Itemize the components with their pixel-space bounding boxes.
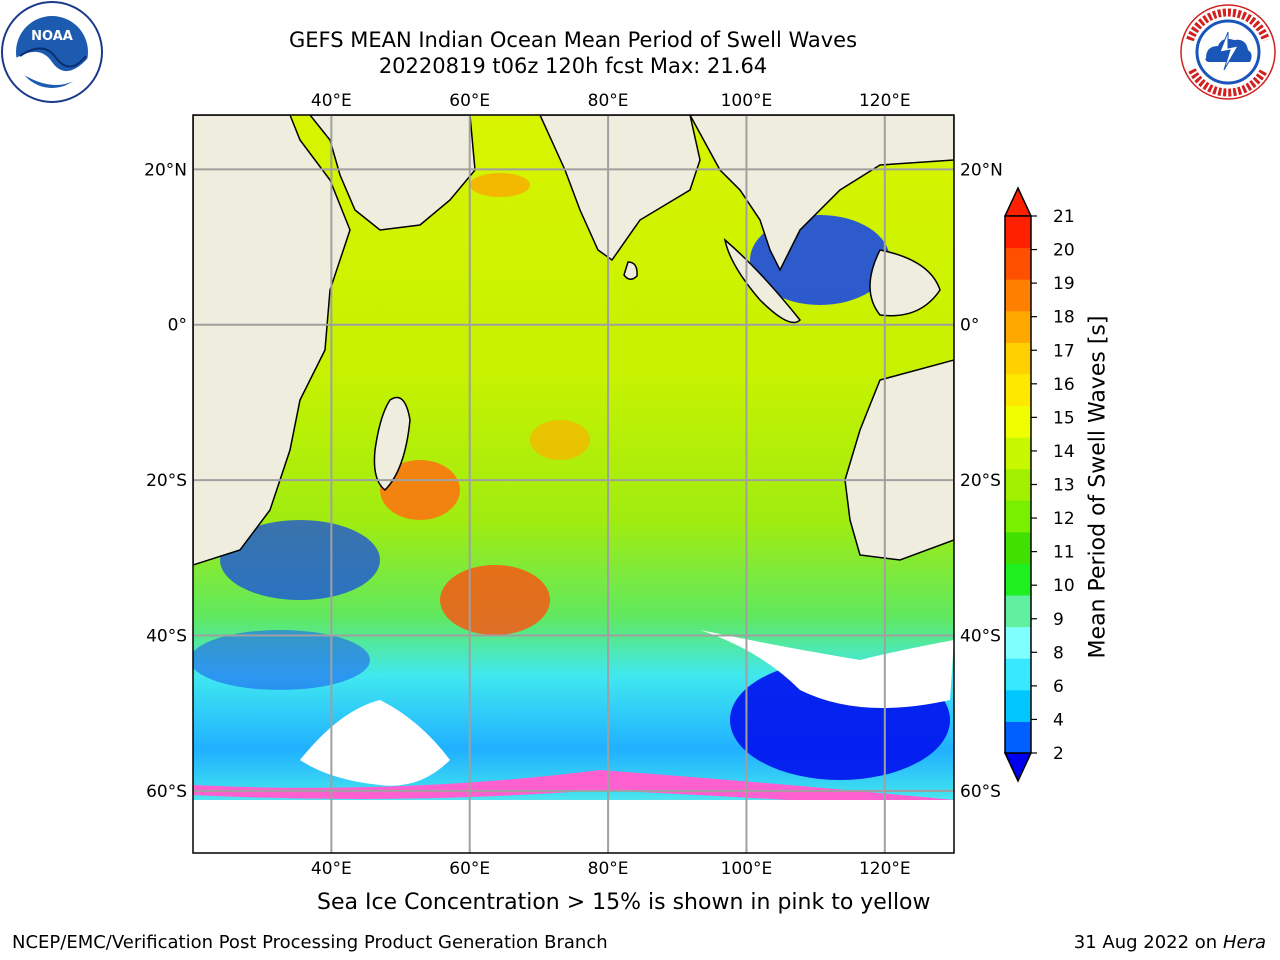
colorbar-swatch <box>1005 216 1031 249</box>
lon-tick-top: 100°E <box>721 91 773 111</box>
colorbar-tick-label: 12 <box>1053 509 1075 529</box>
lat-tick-left: 60°S <box>146 782 187 802</box>
low-period-patch <box>220 520 380 600</box>
noaa-logo: NOAA <box>1 1 103 103</box>
colorbar-tick-label: 21 <box>1053 207 1075 227</box>
high-period-patch <box>440 565 550 635</box>
colorbar-tick-label: 17 <box>1053 341 1075 361</box>
lon-tick-top: 40°E <box>311 91 352 111</box>
colorbar-swatch <box>1005 342 1031 375</box>
lon-tick-bottom: 120°E <box>859 859 911 879</box>
lon-tick-top: 80°E <box>588 91 629 111</box>
high-period-patch <box>530 420 590 460</box>
sea-ice-caption: Sea Ice Concentration > 15% is shown in … <box>317 890 931 915</box>
colorbar-swatch <box>1005 405 1031 438</box>
colorbar-title: Mean Period of Swell Waves [s] <box>1085 315 1111 659</box>
colorbar-tick-label: 4 <box>1053 710 1064 730</box>
graticule <box>193 115 954 853</box>
lon-tick-bottom: 100°E <box>721 859 773 879</box>
no-data-region <box>300 700 450 786</box>
colorbar-tick-label: 6 <box>1053 677 1064 697</box>
colorbar-swatch <box>1005 437 1031 470</box>
colorbar-tick-label: 8 <box>1053 643 1064 663</box>
footer-host: Hera <box>1222 932 1266 953</box>
antarctica-no-data <box>193 800 954 853</box>
map-title: GEFS MEAN Indian Ocean Mean Period of Sw… <box>288 28 858 52</box>
colorbar-swatch <box>1005 247 1031 280</box>
colorbar-swatch <box>1005 531 1031 564</box>
lon-tick-top: 120°E <box>859 91 911 111</box>
colorbar-swatch <box>1005 658 1031 691</box>
high-period-patch <box>380 460 460 520</box>
colorbar-swatch <box>1005 500 1031 533</box>
map-frame <box>192 114 955 854</box>
colorbar-extend-low <box>1003 752 1033 783</box>
colorbar-swatch <box>1005 595 1031 628</box>
colorbar: 2 4 6 8 9 10 11 12 13 14 15 16 17 18 19 20 21 <box>1003 186 1075 783</box>
colorbar-tick-label: 19 <box>1053 274 1075 294</box>
lon-tick-bottom: 40°E <box>311 859 352 879</box>
colorbar-swatch <box>1005 468 1031 501</box>
map-subtitle: 20220819 t06z 120h fcst Max: 21.64 <box>378 54 768 78</box>
colorbar-extend-high <box>1003 186 1033 217</box>
colorbar-tick-label: 18 <box>1053 308 1075 328</box>
colorbar-swatch <box>1005 626 1031 659</box>
footer-date: 31 Aug 2022 on Hera <box>1074 932 1266 953</box>
colorbar-tick-label: 10 <box>1053 576 1075 596</box>
colorbar-tick-label: 15 <box>1053 408 1075 428</box>
low-period-patch <box>193 630 370 690</box>
footer-credit: NCEP/EMC/Verification Post Processing Pr… <box>12 932 608 953</box>
lon-tick-bottom: 80°E <box>588 859 629 879</box>
lon-tick-bottom: 60°E <box>449 859 490 879</box>
svg-text:NOAA: NOAA <box>31 29 73 44</box>
lat-tick-right: 40°S <box>960 626 1001 646</box>
land <box>193 115 954 566</box>
lat-tick-left: 40°S <box>146 626 187 646</box>
lat-tick-right: 0° <box>960 316 979 336</box>
colorbar-tick-label: 2 <box>1053 744 1064 764</box>
colorbar-tick-label: 9 <box>1053 610 1064 630</box>
footer-date-text: 31 Aug 2022 on <box>1073 932 1218 953</box>
colorbar-swatch <box>1005 279 1031 312</box>
colorbar-swatch <box>1005 563 1031 596</box>
colorbar-tick-label: 14 <box>1053 442 1075 462</box>
colorbar-swatch <box>1005 373 1031 407</box>
no-data-region <box>700 630 954 708</box>
lon-tick-top: 60°E <box>449 91 490 111</box>
colorbar-swatch <box>1005 721 1031 754</box>
colorbar-swatch <box>1005 310 1031 343</box>
colorbar-tick-label: 13 <box>1053 476 1075 496</box>
lat-tick-right: 60°S <box>960 782 1001 802</box>
high-period-patch <box>470 173 530 197</box>
colorbar-tick-label: 11 <box>1053 543 1075 563</box>
lat-tick-right: 20°S <box>960 471 1001 491</box>
tick-labels: 40°E 40°E 60°E 60°E 80°E 80°E 100°E 100°E 120°E 1… <box>144 91 1003 879</box>
lat-tick-left: 20°N <box>144 160 187 180</box>
colorbar-swatch <box>1005 689 1031 722</box>
colorbar-tick-label: 16 <box>1053 375 1075 395</box>
lat-tick-left: 20°S <box>146 471 187 491</box>
map-area <box>193 115 954 853</box>
lat-tick-right: 20°N <box>960 160 1003 180</box>
nws-logo <box>1180 4 1276 100</box>
lat-tick-left: 0° <box>168 316 187 336</box>
colorbar-tick-label: 20 <box>1053 241 1075 261</box>
